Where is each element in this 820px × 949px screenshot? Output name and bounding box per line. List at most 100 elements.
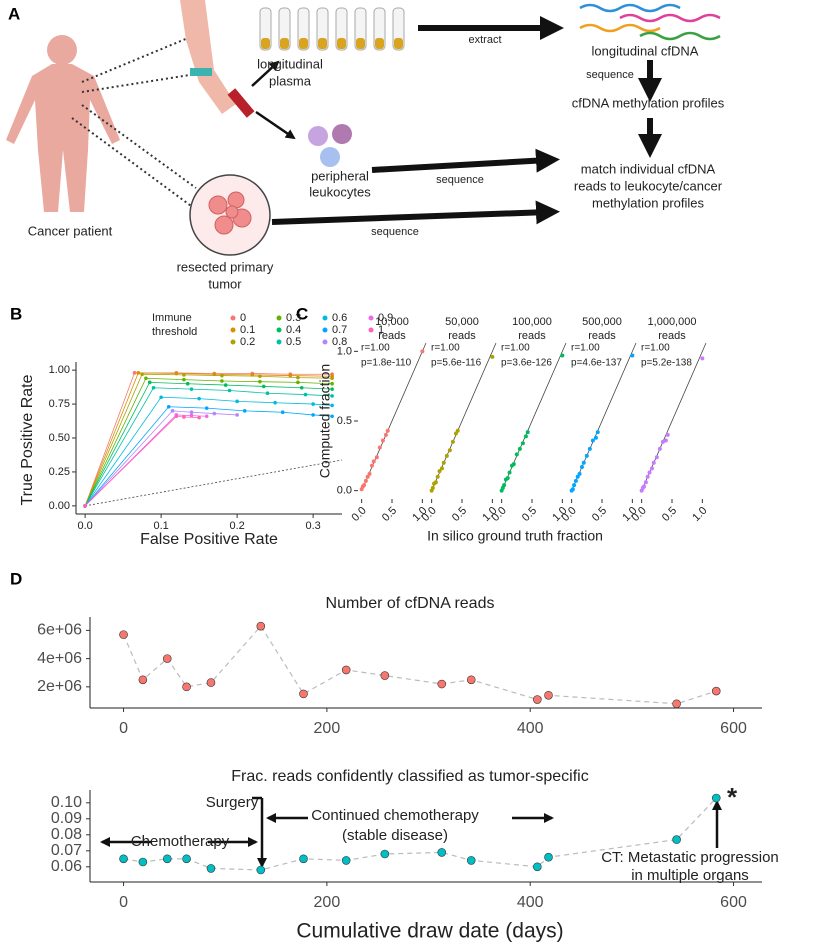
point	[441, 460, 446, 465]
point	[182, 854, 191, 864]
point	[189, 413, 194, 418]
point	[369, 463, 374, 468]
point	[162, 654, 172, 663]
point	[523, 434, 528, 439]
point	[258, 379, 262, 384]
point	[383, 432, 388, 437]
line	[84, 406, 333, 507]
plasma-label: plasma	[269, 73, 312, 88]
point	[533, 862, 542, 872]
annotation: Surgery	[206, 794, 259, 811]
x-tick-label: 0.5	[380, 505, 399, 524]
point	[581, 460, 586, 465]
legend-title: threshold	[152, 326, 197, 338]
line	[84, 372, 333, 507]
y-tick-label: 0.08	[51, 826, 82, 843]
tube-plasma	[337, 38, 346, 49]
blood-tube	[227, 88, 255, 118]
legend-label: 0.8	[332, 336, 347, 348]
point	[265, 391, 270, 396]
point	[450, 439, 455, 444]
point	[711, 686, 721, 696]
point	[220, 373, 224, 378]
y-tick-label: 0.06	[51, 858, 82, 875]
reference-line	[85, 459, 343, 507]
legend-swatch	[322, 339, 328, 345]
annotation: r=1.00	[431, 343, 460, 354]
point	[654, 455, 659, 460]
x-tick-label: 1.0	[690, 505, 709, 524]
legend-label: 0.1	[240, 324, 255, 336]
legend-swatch	[368, 315, 374, 321]
leukocyte	[320, 147, 340, 167]
annotation: in multiple organs	[631, 867, 749, 884]
chart-title: reads	[378, 330, 406, 342]
point	[437, 848, 447, 857]
point	[197, 396, 201, 401]
point	[577, 471, 582, 476]
annotation: p=1.8e-110	[361, 358, 412, 369]
match-label: reads to leukocyte/cancer	[574, 178, 723, 193]
point	[570, 487, 575, 492]
point	[385, 428, 390, 433]
point	[587, 446, 592, 451]
point	[595, 430, 600, 435]
patient-head	[47, 35, 77, 65]
leukocyte	[308, 126, 328, 146]
point	[299, 854, 308, 864]
point	[330, 387, 334, 391]
arrow	[371, 148, 560, 173]
x-tick-label: 600	[720, 720, 747, 737]
sequence-label: sequence	[371, 226, 419, 238]
point	[367, 471, 372, 476]
point	[197, 415, 201, 420]
point	[643, 480, 648, 485]
x-axis-title: Cumulative draw date (days)	[296, 920, 563, 943]
x-axis-title: False Positive Rate	[140, 531, 278, 548]
legend-label: 1	[378, 324, 384, 336]
point	[377, 445, 382, 450]
x-tick-label: 200	[314, 894, 341, 911]
x-tick-label: 0.5	[450, 505, 469, 524]
point	[437, 469, 442, 474]
point	[573, 478, 578, 483]
point	[525, 430, 530, 435]
x-tick-label: 600	[720, 894, 747, 911]
point	[649, 466, 654, 471]
legend-swatch	[322, 327, 328, 333]
point	[502, 483, 507, 488]
point	[672, 699, 681, 709]
point	[189, 410, 194, 415]
point	[647, 470, 652, 475]
point	[242, 409, 247, 413]
point	[170, 409, 175, 413]
x-axis-title: In silico ground truth fraction	[427, 528, 603, 544]
legend-title: Immune	[152, 312, 192, 324]
point	[299, 689, 308, 699]
point	[159, 395, 163, 400]
annotation: r=1.00	[641, 343, 670, 354]
patient-label: Cancer patient	[28, 223, 113, 238]
point	[380, 438, 385, 443]
point	[630, 353, 635, 358]
band	[190, 68, 212, 76]
arm	[180, 0, 236, 114]
point	[455, 428, 460, 433]
arrow	[271, 200, 560, 225]
point	[256, 621, 266, 631]
point	[642, 484, 647, 489]
chart-title: 100,000	[512, 316, 552, 328]
point	[544, 691, 553, 700]
line	[84, 415, 200, 507]
plasma-tubes	[259, 7, 405, 51]
point	[119, 854, 128, 864]
point	[182, 373, 186, 377]
point	[590, 438, 595, 443]
x-tick-label: 200	[314, 720, 341, 737]
x-tick-label: 0.5	[660, 505, 679, 524]
annotation: (stable disease)	[342, 827, 448, 844]
